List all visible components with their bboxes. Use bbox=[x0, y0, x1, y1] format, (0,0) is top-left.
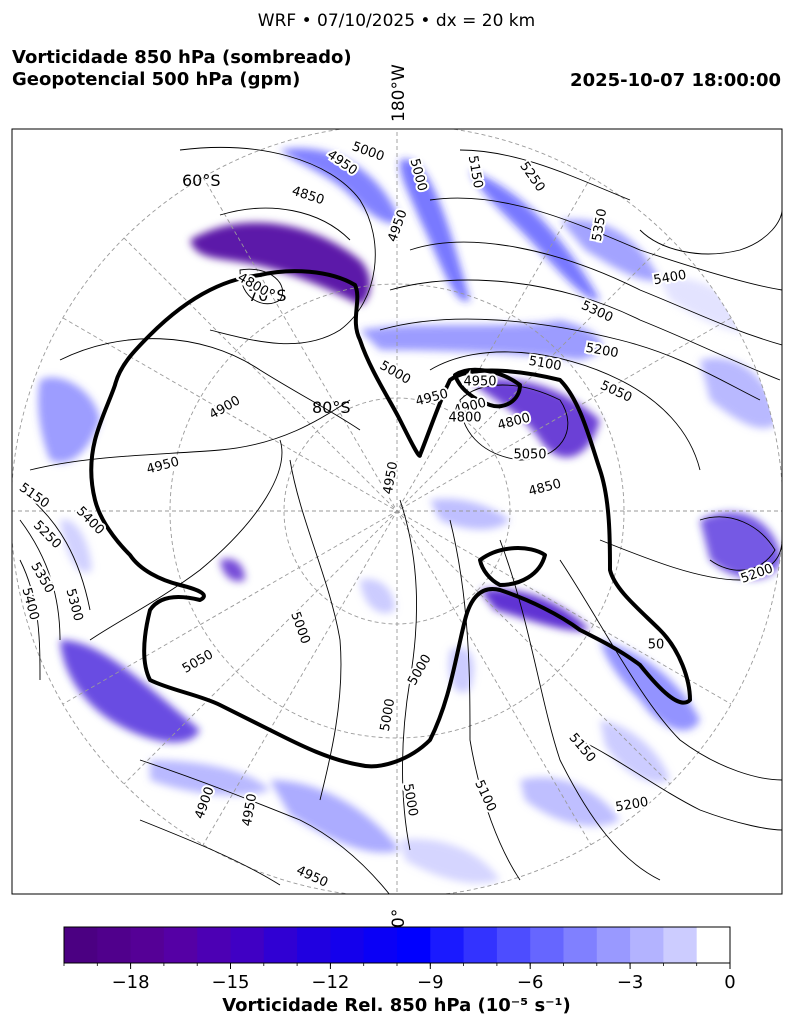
contour-label: 4800 bbox=[448, 411, 481, 426]
title-vorticity: Vorticidade 850 hPa (sombreado) bbox=[12, 47, 352, 68]
colorbar-tick-label: 0 bbox=[724, 972, 735, 993]
contour-line bbox=[399, 499, 418, 851]
contour-label-halo: 4800 bbox=[448, 411, 481, 426]
valid-time: 2025-10-07 18:00:00 bbox=[570, 70, 781, 91]
colorbar-bin bbox=[130, 927, 165, 963]
meridian-label-top: 180°W bbox=[389, 64, 409, 122]
contour-label: 5000 bbox=[378, 697, 399, 732]
axes-frame bbox=[11, 128, 783, 895]
contour-line bbox=[139, 819, 281, 886]
contour-label: 5200 bbox=[614, 795, 649, 816]
contour-line bbox=[459, 149, 631, 201]
colorbar-bin bbox=[197, 927, 231, 963]
contour-label: 4950 bbox=[240, 792, 261, 827]
figure-suptitle: WRF • 07/10/2025 • dx = 20 km bbox=[257, 11, 536, 31]
coastline-mainland bbox=[89, 269, 692, 769]
colorbar-bin bbox=[163, 927, 198, 963]
graticule bbox=[12, 129, 782, 894]
contour-label: 50 bbox=[648, 638, 665, 653]
contour-line bbox=[139, 759, 390, 894]
vorticity-field bbox=[38, 148, 782, 884]
colorbar-bin bbox=[397, 927, 431, 963]
contour-label: 5350 bbox=[590, 207, 611, 242]
colorbar-bin bbox=[97, 927, 132, 963]
contour-label-halo: 4950 bbox=[381, 460, 402, 495]
colorbar-bin bbox=[64, 927, 98, 963]
colorbar-bin bbox=[297, 927, 331, 963]
contour-label-halo: 50 bbox=[648, 638, 665, 653]
geopotential-contours bbox=[19, 147, 782, 894]
contour-line bbox=[559, 559, 782, 781]
colorbar-tick-label: −12 bbox=[311, 972, 349, 993]
contour-label: 5400 bbox=[652, 268, 687, 289]
colorbar-bin bbox=[696, 927, 731, 963]
colorbar-bin bbox=[330, 927, 365, 963]
latitude-labels: 60°S 70°S 80°S bbox=[182, 171, 351, 417]
colorbar-bin bbox=[563, 927, 598, 963]
contour-label: 4950 bbox=[463, 375, 496, 390]
colorbar-bin bbox=[663, 927, 698, 963]
colorbar-bin bbox=[496, 927, 531, 963]
contour-label: 4950 bbox=[381, 460, 402, 495]
contour-line bbox=[429, 197, 782, 291]
contour-line bbox=[449, 519, 521, 881]
colorbar-bin bbox=[263, 927, 298, 963]
contour-line bbox=[219, 207, 351, 241]
lat-label-70s: 70°S bbox=[248, 286, 287, 305]
contour-label-halo: 4950 bbox=[463, 375, 496, 390]
meridian-60 bbox=[62, 317, 732, 705]
colorbar-bin bbox=[463, 927, 498, 963]
contour-label: 5200 bbox=[584, 341, 619, 362]
contour-label: 5150 bbox=[465, 154, 486, 189]
lat-label-80s: 80°S bbox=[312, 398, 351, 417]
colorbar-bin bbox=[363, 927, 398, 963]
contour-line bbox=[699, 516, 776, 571]
contour-label: 5100 bbox=[527, 354, 562, 375]
antarctica-coastline bbox=[89, 269, 692, 769]
contour-line bbox=[59, 338, 361, 431]
contour-line bbox=[239, 268, 283, 305]
colorbar-tick-label: −6 bbox=[517, 972, 544, 993]
contour-label-halo: 5050 bbox=[513, 448, 546, 463]
contour-line bbox=[19, 559, 41, 681]
colorbar-tick-label: −15 bbox=[212, 972, 250, 993]
colorbar-bin bbox=[430, 927, 465, 963]
coastline-island bbox=[453, 367, 522, 409]
colorbar-bin bbox=[230, 927, 265, 963]
colorbar-tick-label: −9 bbox=[417, 972, 444, 993]
contour-label: 5050 bbox=[513, 448, 546, 463]
contour-line bbox=[639, 209, 782, 255]
contour-line bbox=[459, 384, 569, 461]
lat-label-60s: 60°S bbox=[182, 171, 221, 190]
contour-line bbox=[19, 519, 61, 641]
contour-line bbox=[599, 539, 782, 581]
chart-title-left: Vorticidade 850 hPa (sombreado) Geopoten… bbox=[12, 47, 352, 91]
contour-line bbox=[179, 147, 376, 345]
colorbar-bin bbox=[596, 927, 631, 963]
coastline-peninsula bbox=[478, 546, 547, 587]
colorbar-tick-label: −18 bbox=[112, 972, 150, 993]
contour-line bbox=[409, 241, 782, 346]
contour-line bbox=[389, 279, 781, 381]
contour-line bbox=[29, 399, 351, 471]
title-geopotential: Geopotencial 500 hPa (gpm) bbox=[12, 69, 301, 90]
colorbar-tick-label: −3 bbox=[617, 972, 644, 993]
contour-line bbox=[429, 351, 701, 471]
contour-line bbox=[579, 739, 782, 831]
colorbar-bin bbox=[630, 927, 664, 963]
contour-line bbox=[379, 318, 761, 401]
contour-line bbox=[499, 539, 661, 881]
colorbar-bin bbox=[530, 927, 564, 963]
colorbar-label: Vorticidade Rel. 850 hPa (10⁻⁵ s⁻¹) bbox=[222, 995, 571, 1016]
contour-line bbox=[19, 489, 91, 611]
contour-label: 5000 bbox=[400, 782, 421, 817]
contour-line bbox=[89, 439, 283, 641]
colorbar: −18 −15 −12 −9 −6 −3 0 bbox=[63, 926, 736, 993]
meridian-label-bottom: 0° bbox=[389, 909, 409, 928]
